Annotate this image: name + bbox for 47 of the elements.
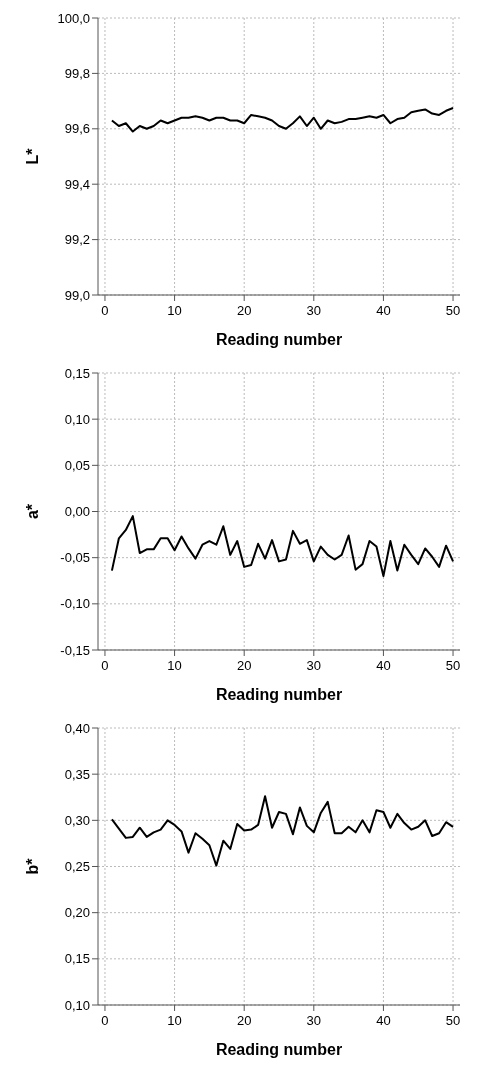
x-axis-title: Reading number [215,1041,343,1058]
x-axis-title: Reading number [215,686,343,703]
y-tick-label: 99,6 [64,121,90,137]
y-tick-label: 0,15 [64,951,90,967]
x-tick-label: 0 [101,303,109,318]
x-tick-label: 0 [101,658,109,673]
y-tick-label: -0,15 [60,642,90,658]
x-tick-label: 50 [445,1013,461,1028]
x-tick-label: 10 [167,658,182,673]
y-tick-label: 99,4 [64,176,90,192]
x-tick-label: 30 [306,303,322,318]
y-tick-label: 0,10 [64,411,90,427]
y-tick-label: 99,2 [64,232,90,248]
y-tick-label: 0,10 [64,997,90,1013]
y-tick-label: -0,05 [60,550,90,566]
x-tick-label: 20 [236,1013,252,1028]
line-series [110,107,455,133]
x-tick-label: 40 [376,303,391,318]
x-tick-label: 30 [306,1013,322,1028]
y-tick-label: 0,35 [64,766,90,782]
y-tick-label: 0,25 [64,859,90,875]
x-tick-label: 50 [445,303,461,318]
line-series [110,795,455,867]
y-tick-label: 99,0 [64,287,90,303]
y-tick-label: 0,30 [64,812,90,828]
x-tick-label: 30 [306,658,322,673]
x-tick-label: 20 [236,658,252,673]
line-series [110,515,455,578]
x-axis-title: Reading number [215,331,343,348]
y-axis-title: a* [23,503,41,520]
x-tick-label: 40 [376,1013,391,1028]
y-axis-title: b* [23,857,41,875]
y-tick-label: 0,15 [64,365,90,381]
x-tick-label: 20 [236,303,252,318]
y-tick-label: 100,0 [57,10,90,26]
x-tick-label: 0 [101,1013,109,1028]
x-tick-label: 10 [167,1013,182,1028]
x-tick-label: 10 [167,303,182,318]
y-tick-label: 0,05 [64,457,90,473]
y-tick-label: 0,20 [64,905,90,921]
y-axis-title: L* [23,147,41,165]
x-tick-label: 50 [445,658,461,673]
y-tick-label: -0,10 [60,596,90,612]
x-tick-label: 40 [376,658,391,673]
y-tick-label: 0,40 [64,720,90,736]
y-tick-label: 0,00 [64,504,90,520]
y-tick-label: 99,8 [64,66,90,82]
